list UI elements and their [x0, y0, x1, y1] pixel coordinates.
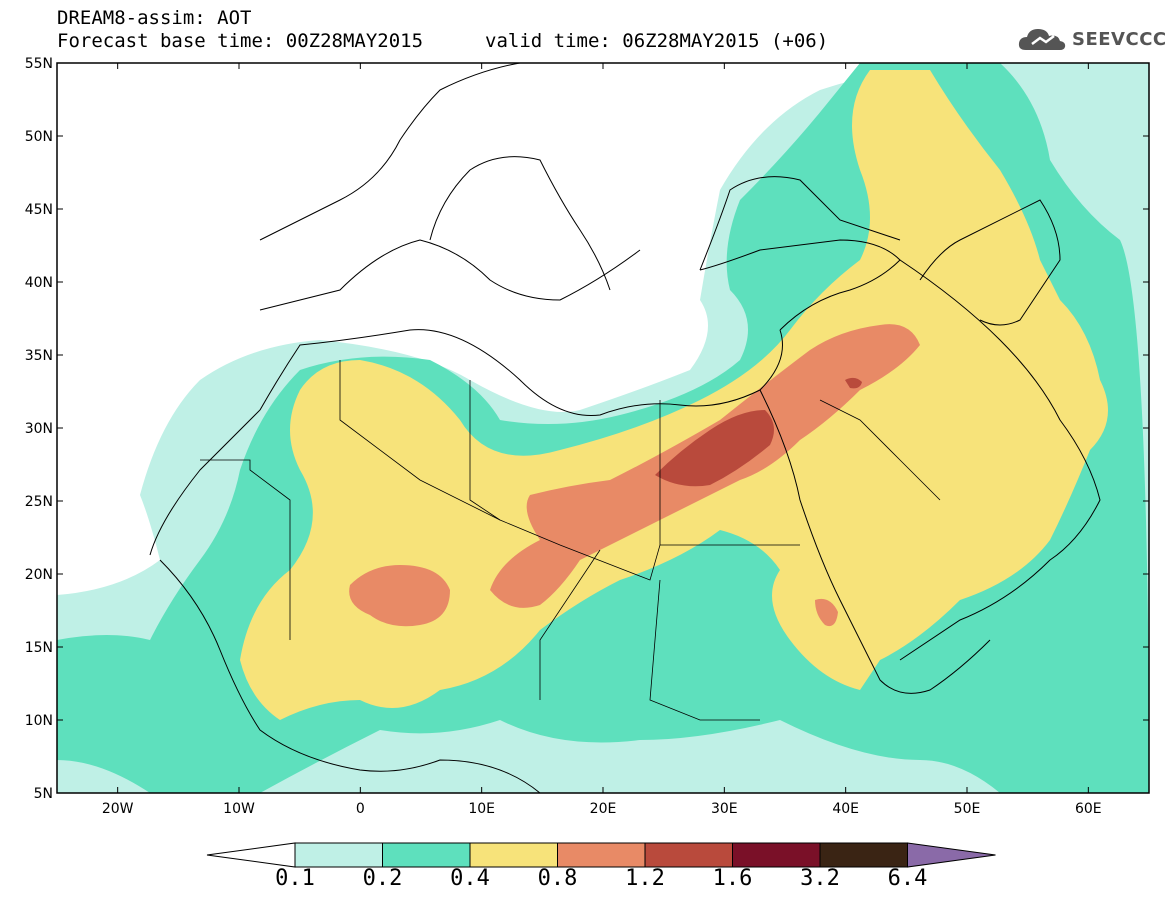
x-tick-label: 0	[356, 801, 365, 817]
colorbar-label: 0.2	[362, 866, 403, 891]
y-tick-label: 50N	[25, 129, 53, 145]
x-tick-label: 40E	[832, 801, 859, 817]
y-tick-label: 20N	[25, 567, 53, 583]
seevccc-logo: SEEVCCC	[1016, 24, 1165, 54]
x-axis: 20W 10W 0 10E 20E 30E 40E 50E 60E	[102, 63, 1102, 817]
y-tick-label: 45N	[25, 202, 53, 218]
colorbar-segment	[469, 842, 558, 868]
colorbar-label: 1.2	[625, 866, 665, 891]
x-tick-label: 30E	[711, 801, 738, 817]
colorbar	[206, 842, 996, 868]
colorbar-segment	[644, 842, 733, 868]
colorbar-label: 3.2	[800, 866, 840, 891]
colorbar-label: 0.1	[275, 866, 315, 891]
chart-title: DREAM8-assim: AOT	[57, 7, 252, 29]
y-tick-label: 5N	[34, 786, 53, 802]
y-tick-label: 10N	[25, 713, 53, 729]
x-tick-label: 50E	[954, 801, 981, 817]
y-tick-label: 35N	[25, 348, 53, 364]
aot-contour-0.4	[240, 70, 1108, 720]
colorbar-segment	[294, 842, 383, 868]
logo-text: SEEVCCC	[1072, 28, 1165, 50]
x-tick-label: 60E	[1075, 801, 1102, 817]
borders	[200, 360, 941, 721]
colorbar-label: 0.8	[537, 866, 578, 891]
colorbar-segment	[557, 842, 646, 868]
aot-contour-0.8-redsea	[815, 598, 838, 627]
x-tick-label: 20E	[590, 801, 617, 817]
y-tick-label: 25N	[25, 494, 53, 510]
cloud-icon	[1018, 29, 1066, 50]
coastlines	[149, 63, 1101, 793]
x-tick-label: 10W	[223, 801, 255, 817]
aot-field	[57, 63, 1149, 793]
x-tick-label: 20W	[102, 801, 134, 817]
colorbar-segment	[732, 842, 821, 868]
colorbar-label: 0.4	[450, 866, 490, 891]
aot-contour-0.8	[349, 565, 450, 627]
colorbar-under-triangle	[206, 842, 296, 868]
y-tick-label: 30N	[25, 421, 53, 437]
y-axis: 55N 50N 45N 40N 35N 30N 25N 20N 15N 10N 5N	[25, 56, 1149, 802]
valid-time-label: valid time: 06Z28MAY2015 (+06)	[485, 30, 829, 52]
colorbar-label: 1.6	[712, 866, 753, 891]
colorbar-segment	[382, 842, 471, 868]
y-tick-label: 15N	[25, 640, 53, 656]
y-tick-label: 55N	[25, 56, 53, 72]
aot-contour-1.2	[655, 410, 774, 487]
colorbar-segment	[819, 842, 908, 868]
base-time-label: Forecast base time: 00Z28MAY2015	[57, 30, 424, 52]
x-tick-label: 10E	[468, 801, 495, 817]
y-tick-label: 40N	[25, 275, 53, 291]
aot-contour-1.2-b	[845, 377, 862, 389]
colorbar-label: 6.4	[887, 866, 928, 891]
colorbar-over-triangle	[907, 842, 996, 868]
